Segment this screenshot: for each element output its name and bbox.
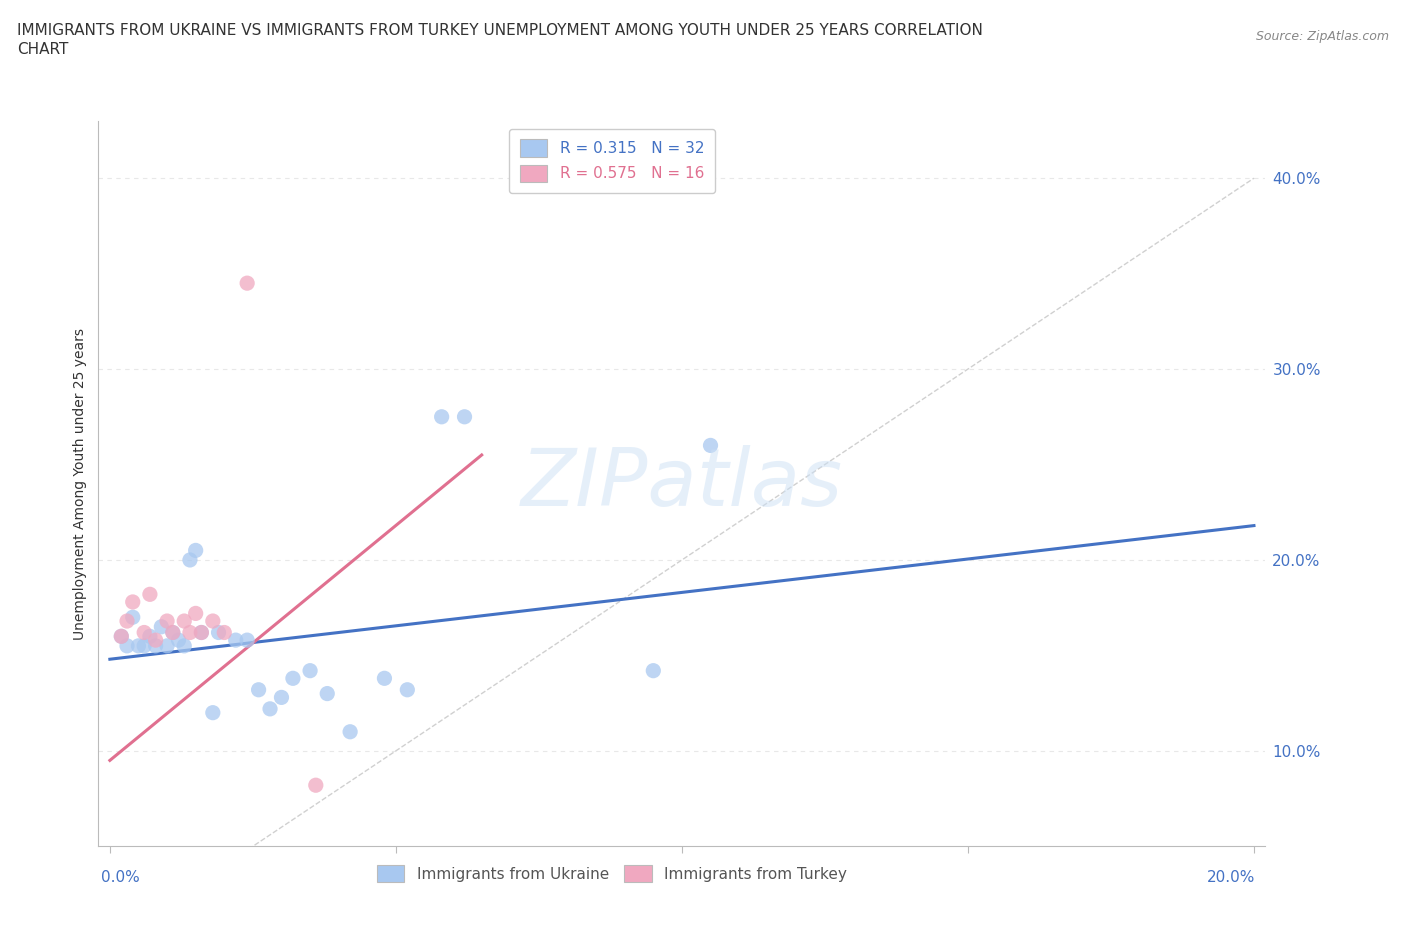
Point [201,614,224,629]
Text: 0.0%: 0.0% [101,870,141,884]
Point [184,606,207,621]
Text: IMMIGRANTS FROM UKRAINE VS IMMIGRANTS FROM TURKEY UNEMPLOYMENT AMONG YOUTH UNDER: IMMIGRANTS FROM UKRAINE VS IMMIGRANTS FR… [17,23,983,38]
Text: Source: ZipAtlas.com: Source: ZipAtlas.com [1256,30,1389,43]
Point [179,625,201,640]
Point [121,594,143,609]
Point [643,663,665,678]
Point [162,625,184,640]
Point [699,438,721,453]
Point [236,632,259,647]
Point [110,629,132,644]
Legend: Immigrants from Ukraine, Immigrants from Turkey: Immigrants from Ukraine, Immigrants from… [367,854,858,893]
Point [453,409,475,424]
Point [316,686,339,701]
Point [115,638,138,653]
Point [162,625,184,640]
Point [207,625,229,640]
Point [247,683,270,698]
Point [156,638,179,653]
Point [145,632,167,647]
Point [259,701,281,716]
Point [150,619,173,634]
Point [305,777,328,792]
Point [110,629,132,644]
Text: 20.0%: 20.0% [1208,870,1256,884]
Point [115,614,138,629]
Point [145,638,167,653]
Text: CHART: CHART [17,42,69,57]
Point [396,683,419,698]
Point [167,632,190,647]
Point [373,671,395,685]
Point [236,275,259,290]
Point [281,671,304,685]
Point [225,632,247,647]
Point [190,625,212,640]
Point [134,625,156,640]
Point [179,552,201,567]
Point [139,629,162,644]
Point [299,663,322,678]
Point [270,690,292,705]
Point [339,724,361,739]
Point [134,638,156,653]
Point [127,638,149,653]
Point [121,610,143,625]
Point [201,705,224,720]
Point [214,625,236,640]
Y-axis label: Unemployment Among Youth under 25 years: Unemployment Among Youth under 25 years [73,327,87,640]
Point [156,614,179,629]
Point [184,543,207,558]
Point [173,614,195,629]
Point [139,587,162,602]
Point [173,638,195,653]
Point [430,409,453,424]
Text: ZIPatlas: ZIPatlas [520,445,844,523]
Point [190,625,212,640]
